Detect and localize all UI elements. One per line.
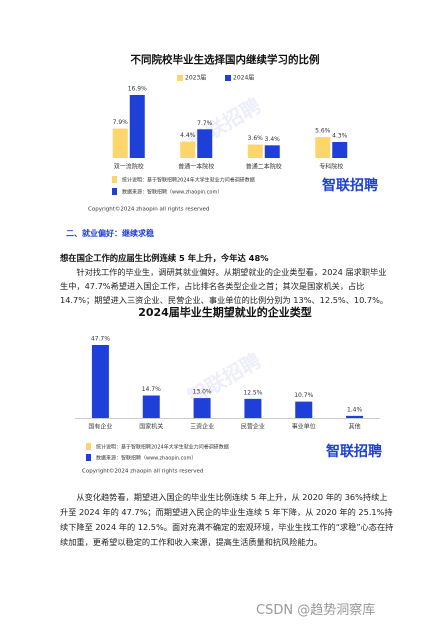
value-label: 3.6%	[248, 135, 264, 142]
value-label: 14.7%	[142, 386, 161, 393]
legend-label: 2023届	[185, 75, 206, 82]
note: 数据来源：智联招聘（www.zhaopin.com）	[122, 189, 222, 196]
note: 统计说明：基于智联招聘2024年大学生就业力问卷调研数据	[96, 444, 229, 451]
x-tick-label: 国家机关	[139, 423, 163, 431]
value-label: 12.5%	[243, 389, 262, 396]
chart: 2024届毕业生期望就业的企业类型 智联招聘 统计说明：基于智联招聘2024年大…	[75, 305, 382, 475]
bar	[295, 401, 313, 418]
chart-title: 不同院校毕业生选择国内继续学习的比例	[131, 53, 320, 66]
bar	[247, 144, 263, 158]
bar	[180, 141, 196, 158]
x-tick-label: 民营企业	[241, 423, 265, 431]
bar	[264, 145, 280, 158]
x-tick-label: 其他	[349, 423, 361, 431]
bar	[332, 141, 348, 158]
x-tick-label: 国有企业	[88, 423, 112, 431]
note-marker	[86, 443, 91, 450]
value-label: 13.0%	[193, 389, 212, 396]
x-tick-label: 双一流院校	[114, 163, 144, 171]
chart: 不同院校毕业生选择国内继续学习的比例 智联招聘 统计说明：基于智联招聘2024年…	[88, 53, 378, 213]
value-label: 4.3%	[332, 132, 348, 139]
bar	[315, 137, 331, 158]
note-marker	[112, 176, 117, 183]
chart-title: 2024届毕业生期望就业的企业类型	[138, 305, 312, 319]
legend-swatch	[177, 75, 183, 81]
highlight: 想在国企工作的应届生比例连续 5 年上升，今年达 48%	[60, 253, 269, 263]
section-heading: 二、就业偏好：继续求稳	[66, 229, 154, 238]
x-tick-label: 专科院校	[319, 163, 343, 171]
bar	[346, 415, 364, 418]
note-marker	[86, 454, 91, 461]
bar	[193, 398, 211, 418]
legend-label: 2024届	[233, 75, 254, 82]
value-label: 7.7%	[197, 120, 213, 127]
value-label: 7.9%	[113, 119, 129, 126]
value-label: 1.4%	[347, 406, 363, 413]
bar	[91, 345, 109, 418]
value-label: 47.7%	[91, 336, 110, 343]
value-label: 5.6%	[315, 128, 331, 135]
logo: 智联招聘	[321, 177, 378, 194]
bar	[142, 395, 160, 418]
bar	[112, 128, 128, 158]
bar	[244, 398, 262, 418]
x-tick-label: 普通二本院校	[246, 163, 282, 171]
note: 数据来源：智联招聘（www.zhaopin.com）	[96, 455, 196, 462]
footer-watermark: CSDN @趋势洞察库	[256, 603, 376, 618]
value-label: 3.4%	[265, 136, 281, 143]
legend-swatch	[225, 75, 231, 81]
bar	[129, 95, 145, 158]
copyright: Copyright©2024 zhaopin all rights reserv…	[88, 206, 209, 213]
note: 统计说明：基于智联招聘2024年大学生就业力问卷调研数据	[122, 177, 255, 184]
paragraph: 针对找工作的毕业生，调研其就业偏好。从期望就业的企业类型看，2024 届求职毕业…	[60, 267, 389, 305]
paragraph: 从变化趋势看，期望进入国企的毕业生比例连续 5 年上升，从 2020 年的 36…	[60, 492, 394, 547]
value-label: 10.7%	[294, 392, 313, 399]
logo: 智联招聘	[325, 443, 382, 460]
value-label: 16.9%	[128, 86, 147, 93]
x-tick-label: 三资企业	[190, 423, 214, 431]
x-tick-label: 事业单位	[292, 423, 316, 431]
x-tick-label: 普通一本院校	[178, 163, 214, 171]
value-label: 4.4%	[180, 132, 196, 139]
bar	[197, 129, 213, 158]
copyright: Copyright©2024 zhaopin all rights reserv…	[82, 468, 203, 475]
note-marker	[112, 188, 117, 195]
